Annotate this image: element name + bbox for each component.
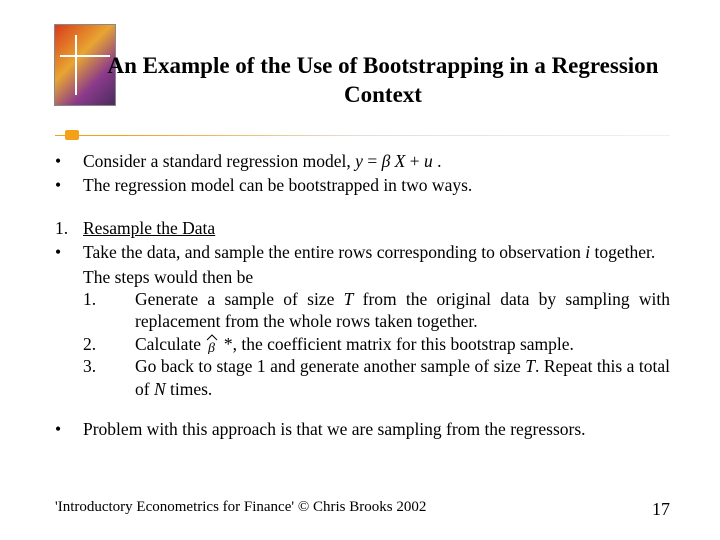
text: .	[433, 151, 442, 171]
section-1-heading: 1. Resample the Data	[55, 217, 670, 239]
bullet-marker: •	[55, 241, 83, 263]
step-number: 3.	[83, 355, 135, 400]
section-number: 1.	[55, 217, 83, 239]
var-x: X	[390, 151, 405, 171]
copyright-text: 'Introductory Econometrics for Finance' …	[55, 499, 426, 520]
text: Consider a standard regression model,	[83, 151, 355, 171]
text: Go back to stage 1 and generate another …	[135, 356, 525, 376]
var-beta: β	[382, 151, 391, 171]
var-y: y	[355, 151, 363, 171]
section-1-bullet: • Take the data, and sample the entire r…	[55, 241, 670, 263]
step-1: 1. Generate a sample of size T from the …	[83, 288, 670, 333]
slide-title: An Example of the Use of Bootstrapping i…	[86, 52, 680, 110]
bullet-marker: •	[55, 174, 83, 196]
bullet-marker: •	[55, 418, 83, 440]
intro-bullet-1: • Consider a standard regression model, …	[55, 150, 670, 172]
intro-bullet-2: • The regression model can be bootstrapp…	[55, 174, 670, 196]
divider-line	[55, 135, 670, 136]
text: Take the data, and sample the entire row…	[83, 242, 585, 262]
text: The regression model can be bootstrapped…	[83, 174, 670, 196]
var-n: N	[154, 379, 166, 399]
problem-bullet: • Problem with this approach is that we …	[55, 418, 670, 440]
step-3: 3. Go back to stage 1 and generate anoth…	[83, 355, 670, 400]
steps-intro: The steps would then be	[83, 266, 670, 288]
var-t: T	[344, 289, 354, 309]
slide-footer: 'Introductory Econometrics for Finance' …	[55, 499, 670, 520]
var-t: T	[525, 356, 535, 376]
section-title: Resample the Data	[83, 218, 215, 238]
text: *, the coefficient matrix for this boots…	[224, 334, 574, 354]
bullet-marker: •	[55, 150, 83, 172]
text: together.	[590, 242, 655, 262]
var-u: u	[424, 151, 433, 171]
slide-content: • Consider a standard regression model, …	[55, 150, 670, 442]
svg-text:β: β	[207, 341, 215, 354]
text: Generate a sample of size	[135, 289, 344, 309]
beta-hat-icon: β	[205, 338, 219, 354]
text: Calculate	[135, 334, 205, 354]
text: +	[405, 151, 424, 171]
text: times.	[166, 379, 213, 399]
text: Problem with this approach is that we ar…	[83, 418, 670, 440]
step-2: 2. Calculate β *, the coefficient matrix…	[83, 333, 670, 355]
text: =	[363, 151, 382, 171]
page-number: 17	[652, 499, 670, 520]
step-number: 2.	[83, 333, 135, 355]
step-number: 1.	[83, 288, 135, 333]
